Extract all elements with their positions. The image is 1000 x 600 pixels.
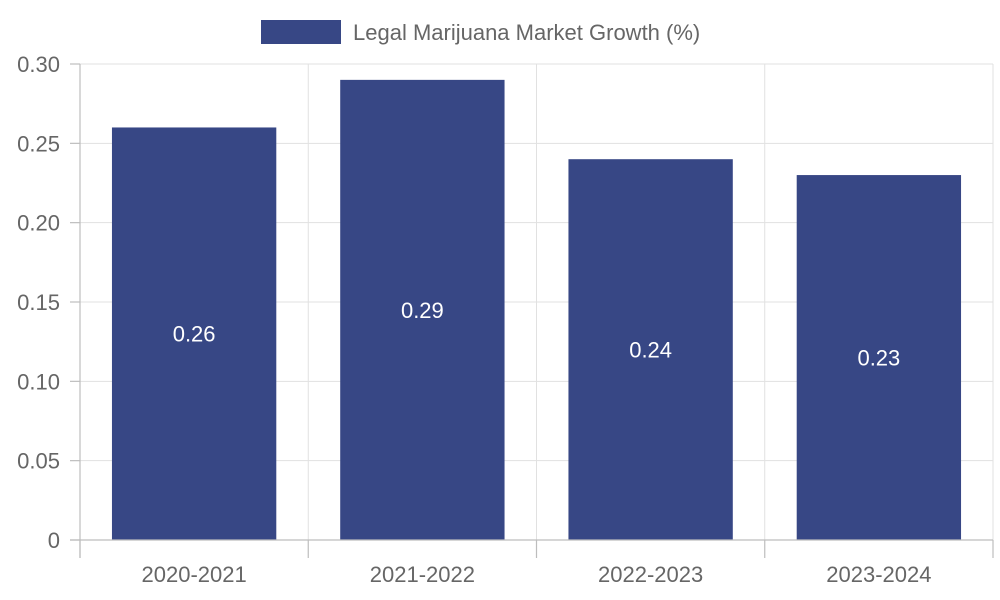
bar-data-label: 0.24 [629, 338, 672, 363]
x-tick-label: 2023-2024 [826, 562, 931, 587]
bar[interactable] [340, 79, 505, 540]
bar-data-label: 0.29 [401, 298, 444, 323]
legend-label: Legal Marijuana Market Growth (%) [353, 20, 700, 45]
bar-data-label: 0.26 [173, 322, 216, 347]
bar-layer: 0.26 0.29 0.24 0.23 [111, 79, 962, 541]
x-tick-label: 2020-2021 [142, 562, 247, 587]
y-tick-label: 0.20 [17, 211, 60, 236]
y-tick-label: 0.25 [17, 131, 60, 156]
y-tick-label: 0 [48, 528, 60, 553]
bar[interactable] [111, 127, 277, 540]
bar[interactable] [796, 175, 962, 541]
bar-data-label: 0.23 [857, 346, 900, 371]
y-tick-label: 0.30 [17, 52, 60, 77]
y-tick-label: 0.05 [17, 449, 60, 474]
axis-layer: 0 0.05 0.10 0.15 0.20 0.25 0.30 2020-2021 2021-2… [17, 52, 994, 587]
bar[interactable] [568, 159, 733, 540]
x-tick-label: 2021-2022 [370, 562, 475, 587]
x-tick-label: 2022-2023 [598, 562, 703, 587]
y-tick-label: 0.10 [17, 369, 60, 394]
legend[interactable]: Legal Marijuana Market Growth (%) [261, 20, 700, 45]
legend-swatch [261, 20, 341, 44]
y-tick-label: 0.15 [17, 290, 60, 315]
